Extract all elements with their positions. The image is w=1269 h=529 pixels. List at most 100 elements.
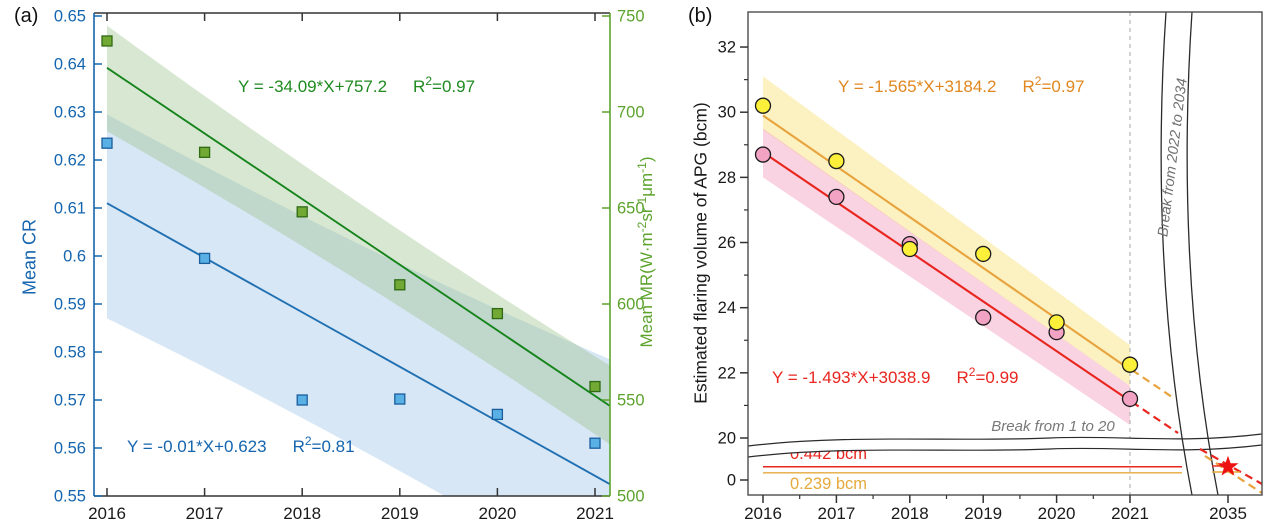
panel-b-axes: 32 30 28 26 24 22 20 0 2016 2017 2018 2019 2020 2021 2…	[718, 11, 1263, 523]
equation-flaring-upper: Y = -1.565*X+3184.2 R2=0.97	[838, 74, 1084, 96]
right-tick-label: 650	[617, 200, 645, 218]
panel-a-label: (a)	[14, 5, 39, 27]
x-tick-label: 2018	[891, 504, 929, 523]
y-tick-label: 30	[718, 104, 736, 122]
y-tick-label: 32	[718, 39, 736, 57]
confidence-band	[107, 114, 610, 496]
data-point	[491, 307, 504, 320]
x-break-curve-left	[1160, 11, 1193, 496]
confidence-band	[763, 76, 1130, 386]
panel-a-right-axis-title: Mean MR(W·m-2sr-1μm-1)	[635, 156, 656, 347]
y-tick-label: 22	[718, 364, 736, 382]
x-break-band-fill	[1161, 12, 1218, 495]
y-tick-label: 20	[718, 430, 736, 448]
data-point	[198, 146, 211, 158]
y-break-label: Break from 1 to 20	[991, 418, 1115, 435]
left-tick-label: 0.57	[54, 392, 86, 410]
data-point	[101, 137, 113, 149]
threshold-label-orange: 0.239 bcm	[790, 475, 867, 493]
left-tick-label: 0.59	[54, 296, 86, 314]
data-point	[1121, 390, 1139, 408]
data-point	[975, 309, 992, 326]
series-flaring-upper-yellow-	[762, 76, 1131, 386]
regression-line	[106, 67, 610, 407]
panel-b-label: (b)	[688, 5, 713, 27]
left-tick-label: 0.61	[54, 200, 86, 218]
y-tick-label: 24	[718, 299, 736, 317]
data-point	[828, 152, 845, 170]
data-point	[491, 408, 504, 421]
series-mean-mr	[101, 25, 610, 445]
equation-flaring-lower: Y = -1.493*X+3038.9 R2=0.99	[772, 365, 1018, 387]
panel-b-y-axis-title: Estimated flaring volume of APG (bcm)	[690, 102, 711, 404]
left-tick-label: 0.63	[54, 104, 86, 122]
y-break-band-fill	[748, 434, 1262, 457]
left-tick-label: 0.58	[54, 344, 86, 362]
data-point	[198, 252, 211, 265]
data-point	[901, 240, 918, 258]
panel-a-plot	[101, 25, 610, 496]
y-break-wave-top	[747, 433, 1263, 447]
data-point	[589, 437, 601, 449]
series-flaring-lower-pink-	[762, 128, 1131, 425]
data-point	[754, 146, 772, 163]
red-dashed-extrapolation-2	[1199, 448, 1263, 485]
x-tick-label: 2021	[1111, 504, 1149, 523]
right-tick-label: 700	[617, 104, 645, 122]
y-tick-label: 0	[727, 472, 736, 490]
equation-mean-cr: Y = -0.01*X+0.623 R2=0.81	[127, 434, 355, 456]
panel-b-right-of-break	[1199, 448, 1263, 494]
equation-mean-mr: Y = -34.09*X+757.2 R2=0.97	[238, 74, 475, 96]
x-tick-label: 2017	[186, 504, 224, 523]
plot-border	[747, 11, 1263, 496]
left-tick-label: 0.65	[54, 8, 86, 26]
data-point	[394, 279, 406, 291]
data-point	[589, 380, 601, 393]
x-tick-label: 2021	[576, 504, 614, 523]
x-break-curve-right	[1186, 11, 1219, 496]
data-point	[101, 35, 113, 47]
series-mean-cr	[101, 114, 610, 496]
star-marker	[1217, 455, 1239, 476]
right-tick-label: 500	[617, 488, 645, 506]
right-tick-label: 600	[617, 296, 645, 314]
data-point	[394, 393, 406, 405]
x-tick-label: 2016	[88, 504, 126, 523]
data-point	[975, 245, 992, 263]
data-point	[1121, 356, 1139, 373]
panel-a-axes: 0.65 0.64 0.63 0.62 0.61 0.6 0.59 0.58 0.57 0.56 0…	[54, 8, 645, 524]
left-tick-label: 0.64	[54, 56, 86, 74]
regression-line	[762, 114, 1131, 371]
right-tick-label: 550	[617, 392, 645, 410]
confidence-band	[107, 25, 610, 445]
regression-line	[106, 202, 610, 485]
x-tick-label: 2018	[283, 504, 321, 523]
points-upper-yellow	[754, 97, 1139, 373]
data-point	[828, 188, 845, 206]
data-point	[296, 206, 308, 218]
left-tick-label: 0.56	[54, 440, 86, 458]
orange-dashed-extrapolation	[1131, 369, 1173, 398]
x-tick-label: 2035	[1209, 504, 1247, 523]
x-tick-label: 2020	[1038, 504, 1076, 523]
panel-a-left-axis-title: Mean CR	[19, 218, 40, 296]
data-point	[296, 394, 308, 406]
data-point	[1048, 314, 1065, 331]
red-dashed-extrapolation	[1131, 401, 1179, 434]
y-tick-label: 28	[718, 169, 736, 187]
y-break-wave-bottom	[747, 444, 1263, 458]
x-tick-label: 2020	[478, 504, 516, 523]
data-point	[754, 97, 772, 114]
right-tick-label: 750	[617, 8, 645, 26]
x-tick-label: 2016	[744, 504, 782, 523]
regression-line	[762, 151, 1131, 402]
left-tick-label: 0.62	[54, 152, 86, 170]
x-tick-label: 2017	[817, 504, 855, 523]
x-tick-label: 2019	[381, 504, 419, 523]
left-tick-label: 0.55	[54, 488, 86, 506]
x-tick-label: 2019	[964, 504, 1002, 523]
